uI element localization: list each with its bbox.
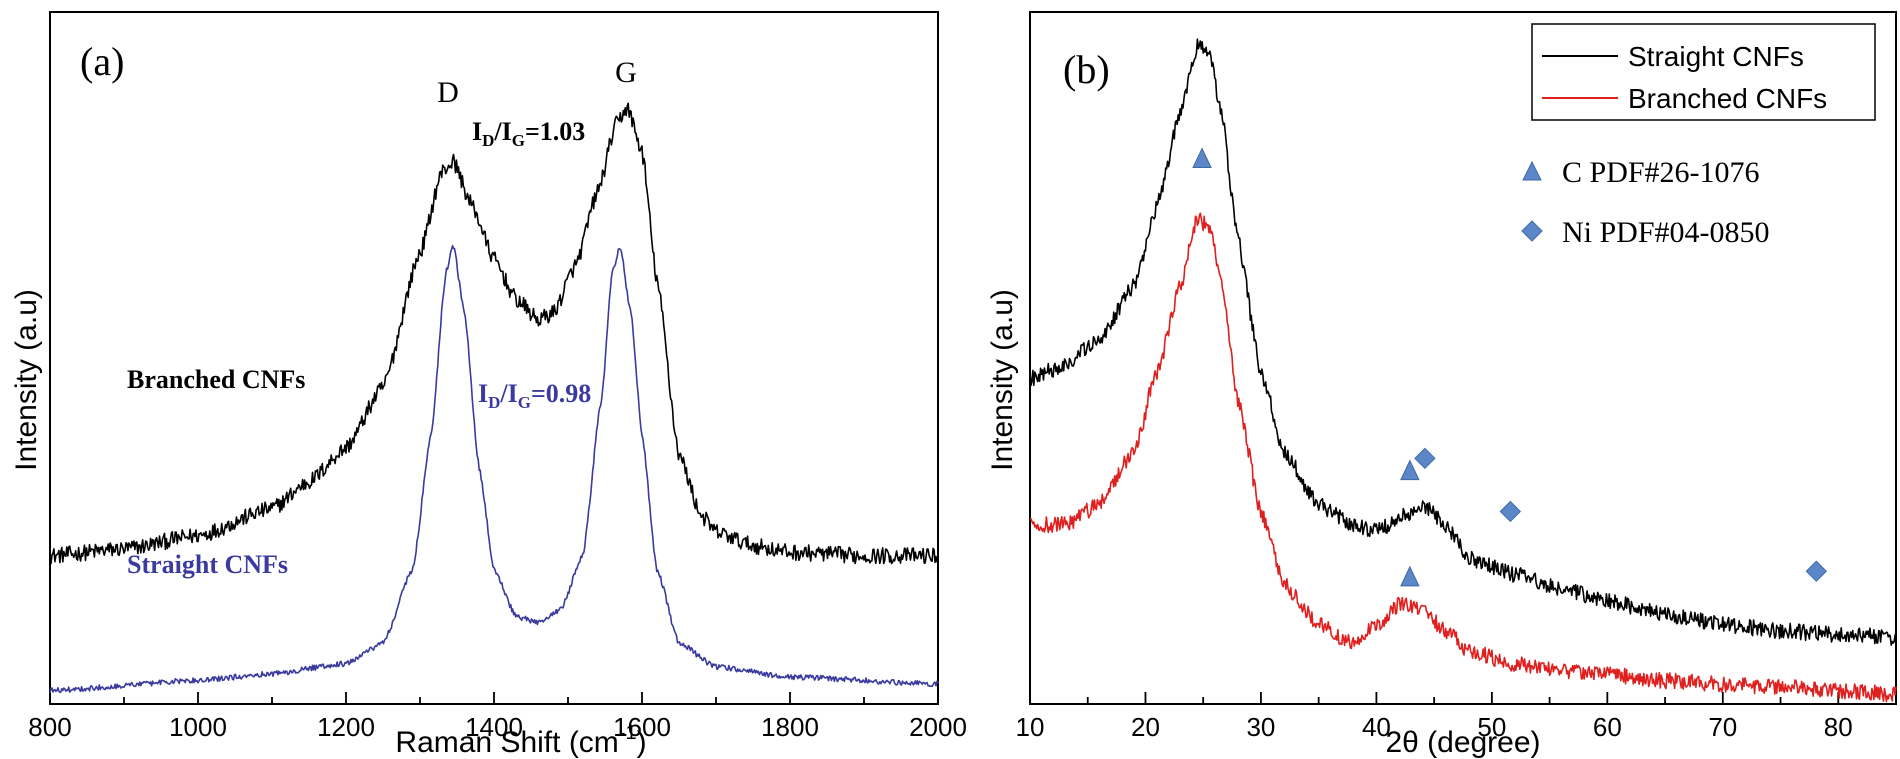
panel-a-label: (a) — [80, 39, 124, 84]
panel-b-x-axis-label: 2θ (degree) — [1385, 726, 1540, 759]
x-tick-label: 1000 — [169, 712, 227, 742]
series-line-branched-cnfs — [1029, 212, 1897, 703]
panel-a-y-axis-label: Intensity (a.u) — [10, 289, 43, 471]
panel-a-raman: 800 1000 1200 1400 1600 1800 2000 (a) Intensit… — [10, 11, 967, 759]
series-label-branched: Branched CNFs — [127, 365, 305, 394]
x-tick-label: 10 — [1016, 712, 1045, 742]
diamond-icon — [1521, 220, 1543, 242]
legend: Straight CNFs Branched CNFs — [1531, 23, 1876, 121]
peak-label-g: G — [615, 56, 637, 89]
ratio-annotation-straight: ID/IG=0.98 — [478, 379, 591, 412]
x-tick-label: 1800 — [761, 712, 819, 742]
panel-a-x-axis-label: Raman Shift (cm-1) — [395, 722, 646, 759]
panel-b-frame — [1029, 11, 1897, 705]
panel-b-plot-area — [1029, 38, 1897, 703]
legend-box — [1531, 23, 1876, 121]
panel-a-x-tick-labels: 800 1000 1200 1400 1600 1800 2000 — [28, 712, 967, 742]
diamond-marker — [1805, 560, 1828, 582]
diamond-marker — [1499, 500, 1522, 523]
ratio-straight-value: =0.98 — [531, 379, 591, 408]
x-tick-label: 70 — [1708, 712, 1737, 742]
x-tick-label: 1600 — [613, 712, 671, 742]
panel-a-x-ticks — [49, 692, 939, 704]
x-tick-label: 1200 — [317, 712, 375, 742]
x-tick-label: 60 — [1593, 712, 1622, 742]
ratio-straight-slash: /I — [499, 379, 517, 408]
panel-b-y-axis-label: Intensity (a.u) — [986, 289, 1019, 471]
x-tick-label: 80 — [1824, 712, 1853, 742]
ratio-branched-sub-d: D — [482, 131, 494, 150]
panel-b-x-ticks — [1029, 692, 1897, 704]
panel-b-x-tick-labels: 10 20 30 40 50 60 70 80 — [1016, 712, 1853, 742]
ratio-branched-i: I — [472, 117, 482, 146]
series-line-branched-cnfs — [50, 102, 939, 565]
phase-legend-ni: Ni PDF#04-0850 — [1562, 216, 1770, 249]
panel-a-x-axis-label-sup: -1 — [619, 722, 637, 744]
panel-a-x-axis-label-close: ) — [637, 726, 647, 759]
panel-a-frame — [49, 11, 939, 705]
ratio-branched-sub-g: G — [512, 131, 525, 150]
ratio-annotation-branched: ID/IG=1.03 — [472, 117, 585, 150]
panel-a-plot-area — [49, 102, 939, 694]
x-tick-label: 30 — [1246, 712, 1275, 742]
series-line-straight-cnfs — [49, 244, 939, 694]
phase-legend: C PDF#26-1076 Ni PDF#04-0850 — [1521, 156, 1770, 249]
panel-b-xrd: 10 20 30 40 50 60 70 80 (b) Intensity (a.u) 2θ … — [986, 11, 1897, 759]
x-tick-label: 40 — [1362, 712, 1391, 742]
diamond-marker — [1414, 447, 1436, 470]
x-tick-label: 800 — [28, 712, 71, 742]
x-tick-label: 20 — [1131, 712, 1160, 742]
triangle-marker — [1400, 565, 1420, 587]
triangle-marker — [1400, 459, 1420, 481]
legend-label-straight: Straight CNFs — [1628, 41, 1804, 72]
legend-label-branched: Branched CNFs — [1628, 83, 1827, 114]
x-tick-label: 1400 — [465, 712, 523, 742]
series-line-straight-cnfs — [1029, 38, 1897, 646]
x-tick-label: 2000 — [909, 712, 967, 742]
x-tick-label: 50 — [1477, 712, 1506, 742]
triangle-marker — [1192, 147, 1212, 169]
ratio-branched-slash: /I — [493, 117, 511, 146]
ratio-straight-i: I — [478, 379, 488, 408]
panel-a-x-axis-label-main: Raman Shift (cm — [395, 726, 618, 759]
phase-legend-c: C PDF#26-1076 — [1562, 156, 1760, 189]
peak-label-d: D — [437, 76, 459, 109]
ratio-straight-sub-d: D — [488, 393, 500, 412]
series-label-straight: Straight CNFs — [127, 550, 288, 579]
ratio-branched-value: =1.03 — [525, 117, 585, 146]
panel-b-phase-markers — [1192, 147, 1828, 587]
ratio-straight-sub-g: G — [518, 393, 531, 412]
panel-b-label: (b) — [1063, 47, 1110, 92]
triangle-icon — [1522, 160, 1542, 181]
